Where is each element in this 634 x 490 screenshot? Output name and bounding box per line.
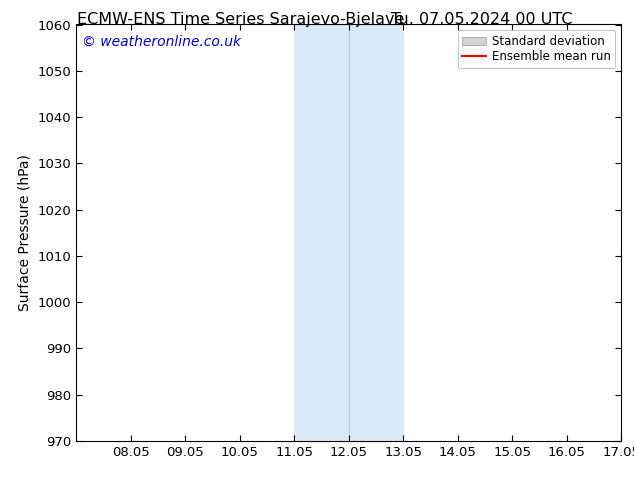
Y-axis label: Surface Pressure (hPa): Surface Pressure (hPa) (18, 154, 32, 311)
Legend: Standard deviation, Ensemble mean run: Standard deviation, Ensemble mean run (458, 30, 616, 68)
Text: Tu. 07.05.2024 00 UTC: Tu. 07.05.2024 00 UTC (391, 12, 573, 27)
Text: © weatheronline.co.uk: © weatheronline.co.uk (82, 35, 240, 49)
Bar (294, 24, 403, 441)
Text: ECMW-ENS Time Series Sarajevo-Bjelave: ECMW-ENS Time Series Sarajevo-Bjelave (77, 12, 404, 27)
